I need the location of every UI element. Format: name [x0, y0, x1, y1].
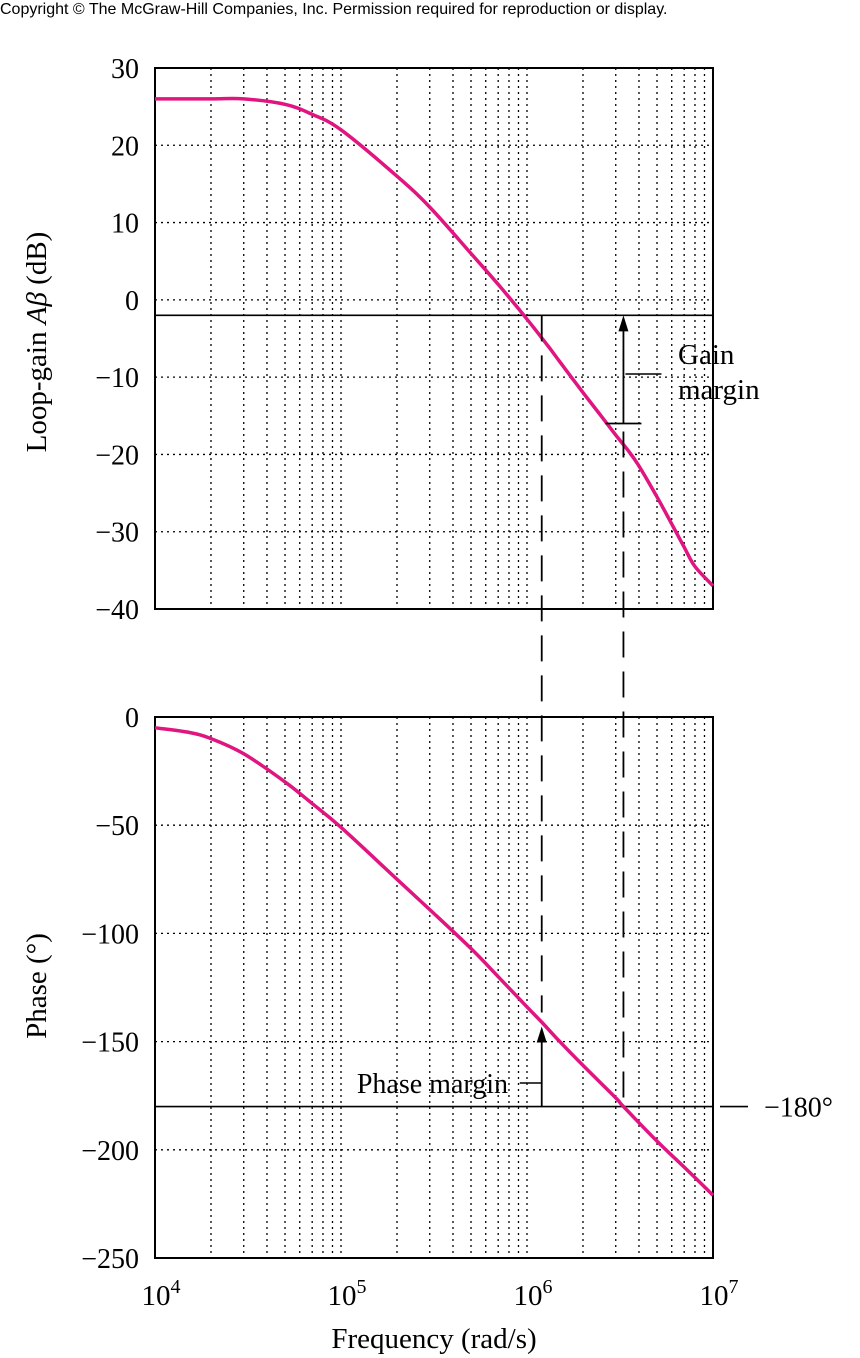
gain-margin-label: margin	[678, 374, 760, 406]
phase-panel: 0 −50 −100 −150 −200 −250	[81, 703, 715, 1275]
phase-y-axis-label: Phase (°)	[21, 933, 53, 1039]
gain-y-axis-label: Loop-gain Aβ (dB)	[21, 232, 53, 453]
gain-curve	[154, 96, 715, 588]
phase-ytick-label: 0	[125, 703, 139, 734]
xtick-label: 106	[514, 1276, 553, 1312]
phase-curve	[154, 726, 715, 1197]
gain-ytick-label: 20	[111, 131, 139, 162]
gain-ytick-label: −30	[95, 518, 139, 549]
phase-ytick-label: −250	[81, 1244, 139, 1275]
copyright-notice: Copyright © The McGraw-Hill Companies, I…	[0, 1, 668, 18]
gain-ytick-label: 0	[125, 286, 139, 317]
minus-180-label: −180°	[764, 1093, 833, 1124]
phase-ytick-label: −150	[81, 1028, 139, 1059]
gain-ytick-label: 30	[111, 54, 139, 85]
phase-margin-label: Phase margin	[357, 1069, 508, 1100]
gain-margin-label: Gain	[678, 339, 735, 371]
gain-ytick-label: −20	[95, 440, 139, 471]
phase-ytick-label: −100	[81, 919, 139, 950]
x-axis-label: Frequency (rad/s)	[331, 1323, 536, 1355]
gain-panel: 30 20 10 0 −10 −20 −30 −40	[95, 54, 715, 626]
xtick-label: 105	[328, 1276, 367, 1312]
gain-ytick-label: −40	[95, 595, 139, 626]
xtick-label: 107	[700, 1276, 739, 1312]
gain-ytick-label: −10	[95, 363, 139, 394]
gain-frame	[154, 67, 714, 610]
gain-margin-arrowhead	[618, 315, 629, 332]
xtick-label: 104	[142, 1276, 181, 1312]
phase-margin-arrowhead	[536, 1026, 547, 1043]
phase-ytick-label: −200	[81, 1136, 139, 1167]
phase-ytick-label: −50	[95, 811, 139, 842]
phase-frame	[154, 716, 714, 1259]
gain-ytick-label: 10	[111, 209, 139, 240]
